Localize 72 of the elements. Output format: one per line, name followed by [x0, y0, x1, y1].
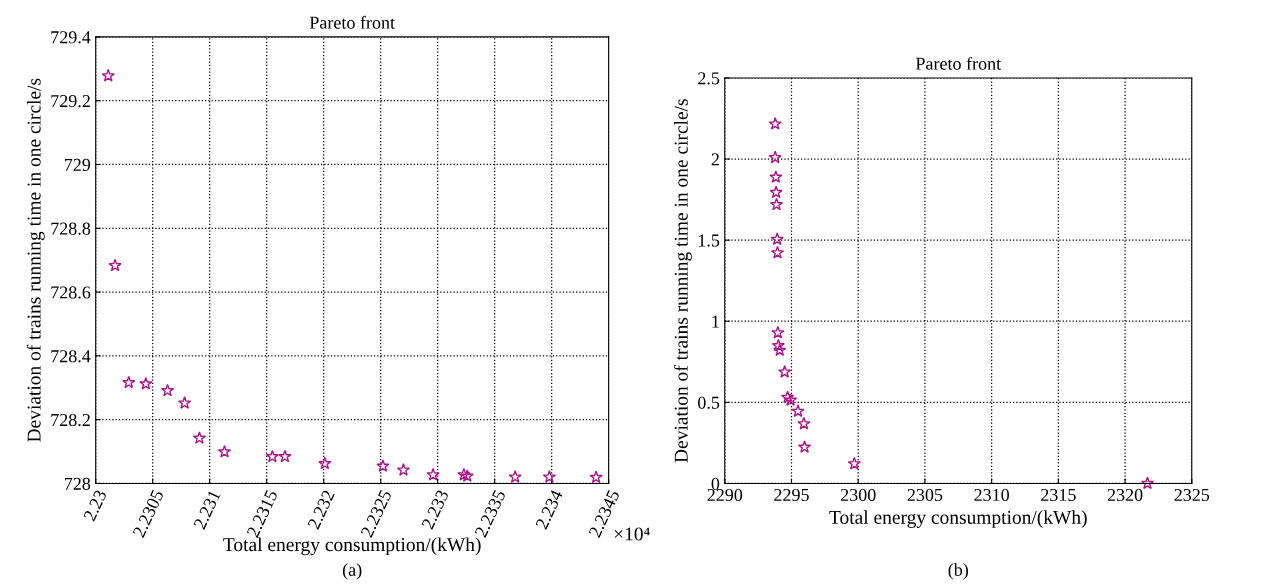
y-tick-label: 2 [711, 153, 719, 166]
point [770, 245, 785, 259]
x-tick-label: 2.2335 [474, 489, 506, 538]
point [101, 68, 115, 82]
point [768, 117, 782, 130]
y-tick-label: 729.4 [51, 31, 91, 44]
point [773, 343, 787, 357]
x-tick-label: 2300 [840, 488, 876, 502]
point [542, 470, 557, 483]
point [192, 431, 207, 444]
point [108, 258, 122, 272]
point [797, 416, 811, 430]
point [426, 467, 440, 481]
point [769, 170, 783, 183]
y-tick-label: 729 [64, 158, 91, 171]
point [160, 383, 175, 397]
point [265, 449, 280, 463]
point [318, 456, 332, 470]
x-tick-label: 2295 [774, 488, 809, 502]
y-tick-label: 0 [711, 477, 720, 490]
y-axis-title: Deviation of trains running time in one circle/s [673, 99, 692, 463]
x-tick-label: 2.2325 [360, 489, 392, 538]
y-tick-label: 728.8 [51, 222, 91, 235]
x-tick-label: 2.234 [535, 488, 564, 530]
point [1140, 476, 1155, 490]
x-tick-label: 2.2305 [132, 489, 164, 538]
point [791, 404, 805, 418]
x-axis-title: Total energy consumption/(kWh) [223, 537, 481, 556]
y-tick-label: 1 [712, 315, 719, 328]
text: (b) [948, 563, 969, 580]
point [768, 150, 782, 164]
point [778, 365, 792, 378]
y-tick-label: 0.5 [698, 396, 720, 409]
y-tick-label: 2.5 [698, 72, 720, 85]
x-tick-label: 2.232 [307, 489, 335, 530]
point [177, 396, 192, 409]
point [278, 449, 292, 463]
point [217, 444, 232, 458]
point [508, 470, 522, 483]
x-tick-label: 2.231 [193, 489, 221, 530]
x-tick-label: 2310 [974, 488, 1009, 502]
y-tick-label: 728.6 [51, 286, 91, 299]
point [769, 197, 784, 211]
y-tick-label: 1.5 [698, 234, 720, 247]
x-tick-label: 2305 [907, 488, 943, 502]
y-tick-label: 728.4 [51, 350, 91, 363]
point [139, 376, 153, 390]
y-tick-label: 729.2 [51, 95, 90, 108]
x-tick-label: 2.23 [83, 489, 107, 522]
point [589, 470, 603, 484]
x-tick-label: 2.2315 [246, 489, 278, 538]
point [797, 440, 812, 453]
point [847, 456, 861, 470]
x-tick-label: 2325 [1174, 488, 1210, 502]
y-tick-label: 728.2 [51, 413, 90, 427]
y-tick-label: 728 [64, 477, 91, 490]
point [122, 375, 136, 389]
x-axis-title: Total energy consumption/(kWh) [829, 510, 1087, 528]
point [769, 185, 783, 199]
point [396, 463, 411, 476]
chart-title: Pareto front [309, 15, 395, 29]
y-axis-title: Deviation of trains running time in one circle/s [26, 78, 45, 442]
x-tick-label: 2290 [707, 488, 743, 502]
x-tick-label: 2.233 [421, 489, 449, 530]
point [770, 232, 784, 246]
text: (a) [342, 563, 362, 580]
point [771, 338, 786, 352]
point [376, 459, 390, 472]
x-tick-label: 2320 [1107, 488, 1143, 502]
chart-title: Pareto front [915, 56, 1002, 70]
point [771, 325, 785, 339]
x-tick-label: 2315 [1041, 488, 1076, 502]
